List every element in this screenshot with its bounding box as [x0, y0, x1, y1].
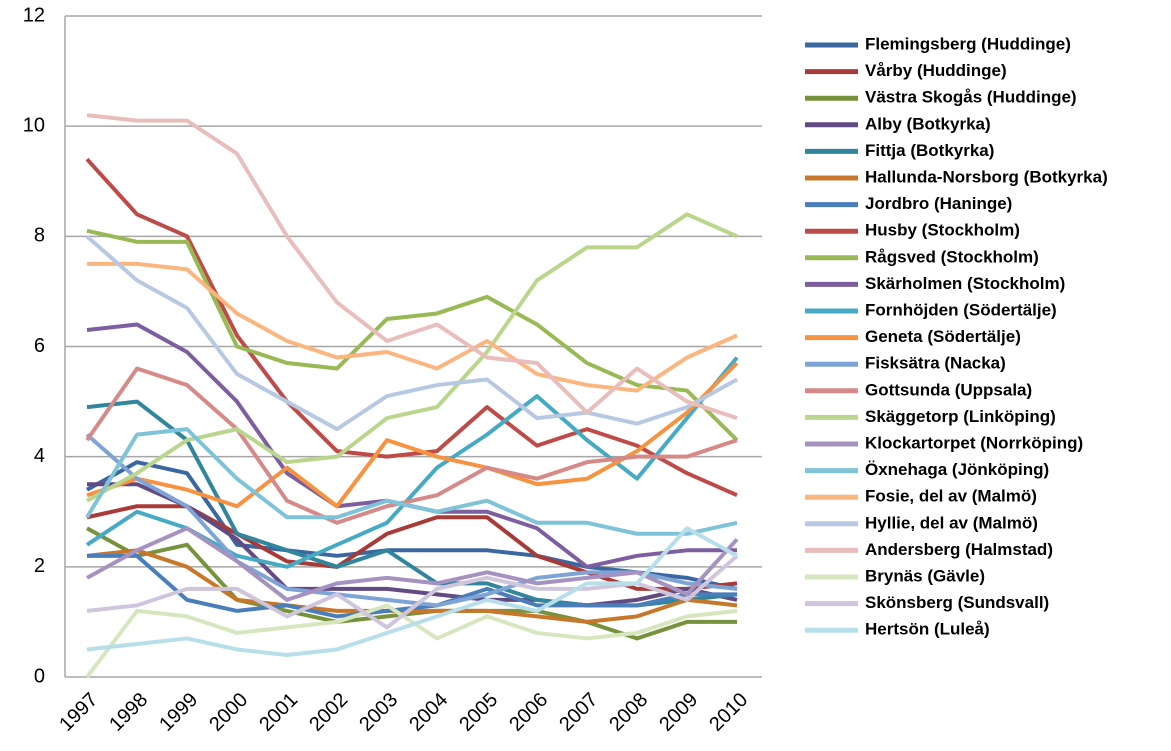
legend-label: Vårby (Huddinge) [865, 61, 1007, 80]
x-tick-label: 2008 [605, 689, 652, 736]
legend-label: Fornhöjden (Södertälje) [865, 300, 1057, 319]
x-tick-label: 2002 [305, 689, 352, 736]
x-tick-label: 2001 [255, 689, 302, 736]
line-series [87, 482, 738, 608]
y-tick-label: 10 [23, 114, 45, 136]
x-tick-label: 2010 [705, 689, 752, 736]
x-tick-label: 2000 [205, 689, 252, 736]
x-tick-label: 2009 [655, 689, 702, 736]
x-tick-label: 2004 [405, 689, 452, 736]
x-tick-label: 2006 [505, 689, 552, 736]
legend-label: Alby (Botkyrka) [865, 114, 991, 133]
legend-label: Skärholmen (Stockholm) [865, 274, 1065, 293]
y-tick-label: 4 [34, 445, 45, 467]
legend-label: Klockartorpet (Norrköping) [865, 433, 1083, 452]
line-series [85, 366, 738, 525]
x-tick-label: 1998 [105, 689, 152, 736]
line-series [86, 526, 739, 602]
legend-label: Andersberg (Halmstad) [865, 540, 1053, 559]
legend-label: Flemingsberg (Huddinge) [865, 34, 1071, 53]
line-series [85, 603, 738, 679]
y-tick-label: 12 [23, 4, 45, 26]
x-tick-label: 2003 [355, 689, 402, 736]
legend-label: Hallunda-Norsborg (Botkyrka) [865, 167, 1108, 186]
line-series [85, 234, 738, 432]
legend-label: Västra Skogås (Huddinge) [865, 88, 1077, 107]
line-series [86, 504, 738, 591]
line-series [87, 261, 738, 393]
line-series [85, 427, 738, 536]
legend-label: Öxnehaga (Jönköping) [865, 460, 1049, 479]
x-tick-label: 1997 [55, 689, 102, 736]
line-series [86, 228, 739, 442]
y-tick-label: 6 [34, 335, 45, 357]
legend-label: Gottsunda (Uppsala) [865, 380, 1032, 399]
x-tick-label: 2005 [455, 689, 502, 736]
line-series [86, 526, 738, 657]
legend-label: Brynäs (Gävle) [865, 566, 985, 585]
legend-label: Husby (Stockholm) [865, 221, 1020, 240]
legend-label: Hyllie, del av (Malmö) [865, 513, 1038, 532]
y-tick-label: 8 [34, 225, 45, 247]
legend-label: Fittja (Botkyrka) [865, 141, 994, 160]
legend-label: Hertsön (Luleå) [865, 620, 990, 639]
y-tick-label: 2 [34, 555, 45, 577]
line-series [86, 113, 738, 421]
x-tick-label: 2007 [555, 689, 602, 736]
line-series [85, 157, 738, 498]
legend-label: Geneta (Södertälje) [865, 327, 1021, 346]
legend-label: Skönsberg (Sundsvall) [865, 593, 1049, 612]
y-tick-label: 0 [34, 665, 45, 687]
x-tick-label: 1999 [155, 689, 202, 736]
legend-label: Fisksätra (Nacka) [865, 354, 1006, 373]
legend-label: Jordbro (Haninge) [865, 194, 1012, 213]
legend-label: Skäggetorp (Linköping) [865, 407, 1056, 426]
legend-label: Rågsved (Stockholm) [865, 247, 1039, 266]
line-series [86, 548, 738, 624]
legend-label: Fosie, del av (Malmö) [865, 487, 1037, 506]
